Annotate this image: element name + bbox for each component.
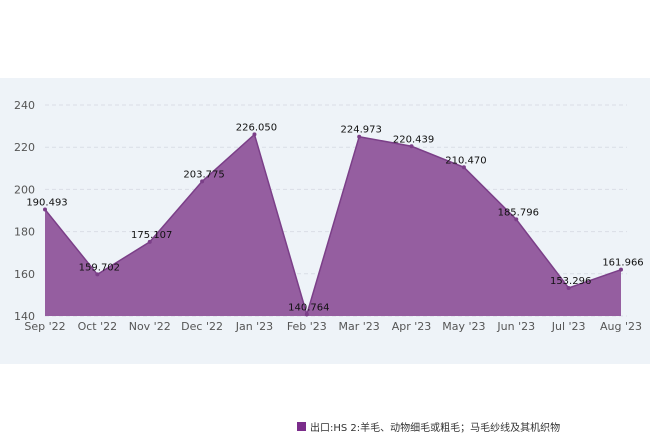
data-label: 185.796: [498, 207, 539, 218]
data-label: 140.764: [288, 302, 329, 313]
data-point[interactable]: [409, 144, 414, 149]
data-label: 190.493: [26, 197, 67, 208]
data-point[interactable]: [252, 132, 257, 137]
area-fill[interactable]: [45, 134, 621, 316]
y-tick-label: 240: [14, 99, 35, 112]
data-label: 159.702: [79, 262, 120, 273]
x-tick-label: Feb '23: [287, 320, 327, 333]
data-point[interactable]: [147, 239, 152, 244]
x-tick-label: Dec '22: [181, 320, 223, 333]
data-point[interactable]: [514, 217, 519, 222]
data-label: 220.439: [393, 134, 434, 145]
x-tick-label: Aug '23: [600, 320, 642, 333]
data-label: 203.775: [183, 169, 224, 180]
data-label: 210.470: [445, 155, 486, 166]
x-axis-ticks: Sep '22 Oct '22 Nov '22 Dec '22 Jan '23 Feb '…: [24, 320, 642, 333]
legend-swatch: [297, 422, 306, 431]
y-axis-ticks: 140 160 180 200 220 240: [14, 99, 35, 323]
y-tick-label: 200: [14, 183, 35, 196]
chart-panel: 140 160 180 200 220 240 Sep '22 Oct '22 Nov '22…: [0, 78, 650, 434]
series-area: [43, 132, 623, 318]
data-label: 175.107: [131, 230, 172, 241]
y-tick-label: 220: [14, 141, 35, 154]
legend-label: 出口:HS 2:羊毛、动物细毛或粗毛；马毛纱线及其机织物: [310, 423, 561, 434]
data-point[interactable]: [619, 267, 623, 272]
x-tick-label: Jan '23: [235, 320, 273, 333]
x-tick-label: May '23: [442, 320, 485, 333]
x-tick-label: Oct '22: [78, 320, 118, 333]
data-point[interactable]: [95, 272, 100, 277]
data-point[interactable]: [461, 165, 466, 170]
data-label: 226.050: [236, 122, 277, 133]
x-tick-label: Sep '22: [24, 320, 65, 333]
data-point[interactable]: [357, 134, 362, 139]
series-line: [44, 133, 622, 318]
y-tick-label: 160: [14, 268, 35, 281]
x-tick-label: Jun '23: [496, 320, 535, 333]
legend[interactable]: 出口:HS 2:羊毛、动物细毛或粗毛；马毛纱线及其机织物: [297, 419, 560, 434]
y-tick-label: 180: [14, 226, 35, 239]
x-tick-label: Mar '23: [339, 320, 380, 333]
x-tick-label: Jul '23: [551, 320, 586, 333]
data-label: 153.296: [550, 276, 591, 287]
data-point[interactable]: [200, 179, 205, 184]
x-tick-label: Apr '23: [392, 320, 432, 333]
x-tick-label: Nov '22: [129, 320, 171, 333]
data-label: 224.973: [341, 125, 382, 136]
data-point[interactable]: [566, 285, 571, 290]
data-labels: 190.493 159.702 175.107 203.775 226.050 140.7…: [26, 122, 643, 313]
y-tick-label: 140: [14, 310, 35, 323]
data-point[interactable]: [43, 207, 47, 212]
area-chart: 140 160 180 200 220 240 Sep '22 Oct '22 Nov '22…: [14, 99, 644, 333]
data-point[interactable]: [304, 312, 309, 317]
data-label: 161.966: [602, 258, 643, 269]
